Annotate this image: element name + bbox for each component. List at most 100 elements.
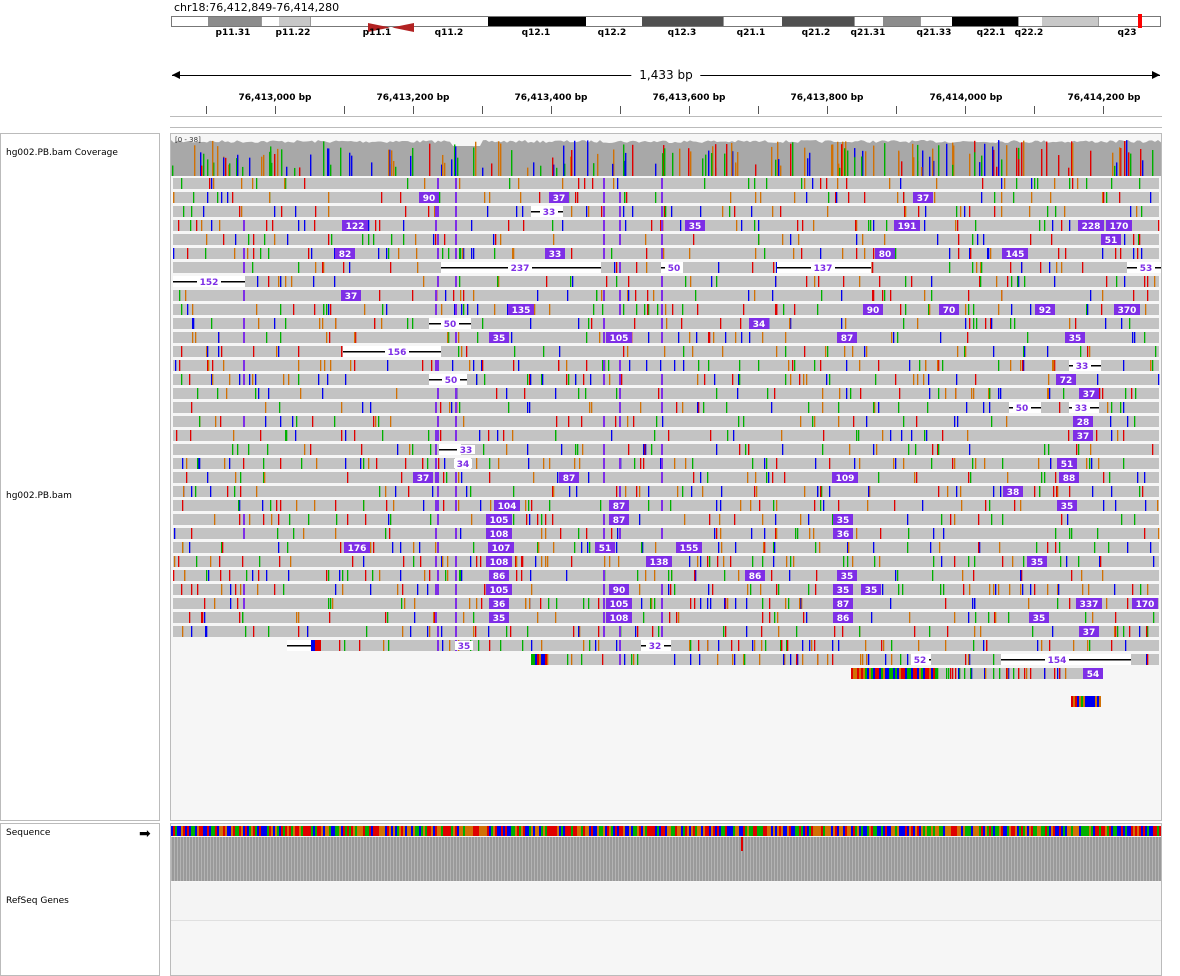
coverage-mismatch-bar xyxy=(1018,159,1020,176)
mismatch xyxy=(529,598,531,609)
mismatch xyxy=(847,556,849,567)
mismatch xyxy=(777,612,779,623)
mismatch xyxy=(689,332,691,343)
codon-line xyxy=(621,837,622,881)
mismatch xyxy=(385,612,387,623)
mismatch xyxy=(287,234,289,245)
deletion-length-label: 33 xyxy=(1076,362,1089,372)
mismatch xyxy=(341,346,343,357)
track-name-coverage[interactable]: hg002.PB.bam Coverage xyxy=(6,148,118,158)
mismatch xyxy=(762,612,764,623)
insertion-marker xyxy=(243,528,245,539)
mismatch xyxy=(567,290,569,301)
mismatch xyxy=(793,556,795,567)
codon-line xyxy=(381,837,382,881)
codon-line xyxy=(429,837,430,881)
reference-base xyxy=(691,826,693,836)
mismatch xyxy=(1102,192,1104,203)
coverage-mismatch-bar xyxy=(922,150,924,176)
mismatch xyxy=(754,220,756,231)
reference-base xyxy=(761,826,763,836)
deletion: 50 xyxy=(429,318,471,330)
codon-line xyxy=(924,837,925,881)
coverage-mismatch-bar xyxy=(212,140,214,176)
insertion: 86 xyxy=(745,570,765,582)
track-name-refseq[interactable]: RefSeq Genes xyxy=(6,896,69,906)
mismatch xyxy=(510,626,512,637)
mismatch xyxy=(616,486,618,497)
read-row xyxy=(173,276,1159,287)
mismatch xyxy=(1044,444,1046,455)
mismatch xyxy=(864,346,866,357)
mismatch xyxy=(948,668,950,679)
mismatch xyxy=(412,290,414,301)
mismatch xyxy=(1088,584,1090,595)
coverage-mismatch-bar xyxy=(715,167,717,176)
mismatch xyxy=(748,290,750,301)
reference-base xyxy=(787,826,789,836)
codon-line xyxy=(927,837,928,881)
reference-base xyxy=(751,826,753,836)
reference-base xyxy=(451,826,453,836)
reference-base xyxy=(431,826,433,836)
mismatch xyxy=(670,500,672,511)
mismatch xyxy=(838,500,840,511)
read-row xyxy=(173,332,1159,343)
chromosome-ideogram[interactable] xyxy=(171,14,1161,32)
ruler-scroll-area[interactable] xyxy=(170,116,1162,128)
soft-clip xyxy=(921,668,923,679)
mismatch xyxy=(413,542,415,553)
mismatch xyxy=(660,220,662,231)
feature-panel[interactable] xyxy=(170,823,1162,976)
mismatch xyxy=(484,584,486,595)
mismatch xyxy=(990,248,992,259)
mismatch xyxy=(329,612,331,623)
codon-line xyxy=(1131,837,1132,881)
track-name-alignment[interactable]: hg002.PB.bam xyxy=(6,491,72,501)
alignment-data-panel[interactable]: [0 - 38] 237 50 137 53 152 33 50 156 33 50 50 33 33 3… xyxy=(170,133,1162,821)
mismatch xyxy=(856,234,858,245)
refseq-genes-track[interactable] xyxy=(171,882,1161,921)
aligned-read xyxy=(173,220,1159,231)
reference-sequence[interactable] xyxy=(171,826,1161,836)
mismatch xyxy=(385,486,387,497)
insertion-marker xyxy=(437,178,439,189)
insertion-marker xyxy=(435,458,437,469)
coverage-mismatch-bar xyxy=(388,149,390,176)
track-name-sequence[interactable]: Sequence xyxy=(6,828,51,838)
mismatch xyxy=(289,514,291,525)
mismatch xyxy=(1089,346,1091,357)
insertion-marker xyxy=(243,374,245,385)
mismatch xyxy=(615,416,617,427)
mismatch xyxy=(1081,570,1083,581)
mismatch xyxy=(449,640,451,651)
coverage-track[interactable] xyxy=(171,134,1161,176)
mismatch xyxy=(553,542,555,553)
reference-base xyxy=(573,826,575,836)
codon-line xyxy=(600,837,601,881)
insertion-marker xyxy=(455,528,457,539)
mismatch xyxy=(268,248,270,259)
mismatch xyxy=(722,346,724,357)
soft-clip xyxy=(311,640,313,651)
insertion-length-label: 35 xyxy=(689,222,702,232)
mismatch xyxy=(298,220,300,231)
mismatch xyxy=(744,654,746,665)
mismatch xyxy=(1055,206,1057,217)
mismatch xyxy=(817,304,819,315)
mismatch xyxy=(743,304,745,315)
mismatch xyxy=(187,304,189,315)
mismatch xyxy=(467,304,469,315)
mismatch xyxy=(247,248,249,259)
mismatch xyxy=(790,374,792,385)
mismatch xyxy=(1057,598,1059,609)
mismatch xyxy=(258,318,260,329)
aligned-read xyxy=(173,598,1159,609)
mismatch xyxy=(1115,248,1117,259)
strand-arrow-icon[interactable]: ➡ xyxy=(139,826,151,842)
insertion-marker xyxy=(437,640,439,651)
mismatch xyxy=(938,360,940,371)
insertion: 54 xyxy=(1083,668,1103,680)
reference-base xyxy=(403,826,405,836)
